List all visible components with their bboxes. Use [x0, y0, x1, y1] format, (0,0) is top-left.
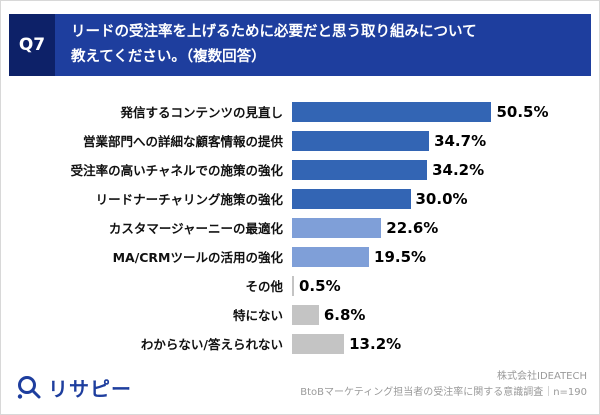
bar-track: 19.5%	[292, 246, 589, 267]
value-label: 34.7%	[434, 131, 487, 150]
magnifier-logo-icon	[17, 375, 41, 399]
category-label: リードナーチャリング施策の強化	[95, 192, 283, 207]
value-label: 6.8%	[323, 305, 366, 324]
question-title-line1: リードの受注率を上げるために必要だと思う取り組みについて	[71, 24, 477, 41]
value-label: 0.5%	[299, 276, 341, 295]
bar-row: 営業部門への詳細な顧客情報の提供 34.7%	[11, 126, 589, 155]
bar-rows: 発信するコンテンツの見直し 50.5% 営業部門への詳細な顧客情報の提供 34.7% 受…	[11, 97, 589, 358]
category-label: その他	[245, 279, 283, 294]
risapi-logo: リサピー	[15, 373, 132, 402]
bar-row: リードナーチャリング施策の強化 30.0%	[11, 184, 589, 213]
question-header: Q7 リードの受注率を上げるために必要だと思う取り組みについて 教えてください。…	[9, 14, 591, 76]
source-attribution: 株式会社IDEATECH BtoBマーケティング担当者の受注率に関する意識調査｜…	[300, 369, 587, 400]
bar	[292, 275, 294, 296]
bar	[292, 246, 370, 267]
bar	[292, 304, 319, 325]
bar-row: 特にない 6.8%	[11, 300, 589, 329]
bar	[292, 130, 430, 151]
bar-track: 34.2%	[292, 159, 589, 180]
question-title: リードの受注率を上げるために必要だと思う取り組みについて 教えてください。（複数…	[55, 14, 591, 76]
bar	[292, 188, 411, 209]
category-label: MA/CRMツールの活用の強化	[112, 250, 283, 265]
logo-text: リサピー	[48, 377, 132, 401]
category-label: 特にない	[232, 308, 283, 323]
category-label: 発信するコンテンツの見直し	[120, 105, 283, 120]
value-label: 13.2%	[349, 334, 402, 353]
category-label: わからない/答えられない	[140, 337, 283, 352]
bar-track: 30.0%	[292, 188, 589, 209]
bar-row: わからない/答えられない 13.2%	[11, 329, 589, 358]
value-label: 22.6%	[386, 218, 439, 237]
source-survey-info: BtoBマーケティング担当者の受注率に関する意識調査｜n=190	[300, 386, 587, 398]
bar	[292, 101, 492, 122]
bar	[292, 217, 382, 238]
question-number-badge: Q7	[9, 14, 55, 76]
source-company: 株式会社IDEATECH	[497, 371, 587, 382]
bar	[292, 159, 428, 180]
bar-row: 受注率の高いチャネルでの施策の強化 34.2%	[11, 155, 589, 184]
value-label: 19.5%	[374, 247, 427, 266]
question-title-line2: 教えてください。（複数回答）	[71, 49, 266, 65]
category-label: 受注率の高いチャネルでの施策の強化	[70, 163, 283, 178]
bar-row: その他 0.5%	[11, 271, 589, 300]
bar-track: 13.2%	[292, 333, 589, 354]
bar-track: 50.5%	[292, 101, 589, 122]
bar-track: 6.8%	[292, 304, 589, 325]
bar-chart: 発信するコンテンツの見直し 50.5% 営業部門への詳細な顧客情報の提供 34.7% 受…	[11, 97, 589, 358]
bar	[292, 333, 345, 354]
category-label: カスタマージャーニーの最適化	[108, 221, 283, 236]
bar-track: 34.7%	[292, 130, 589, 151]
value-label: 34.2%	[432, 160, 485, 179]
value-label: 50.5%	[496, 102, 549, 121]
bar-row: MA/CRMツールの活用の強化 19.5%	[11, 242, 589, 271]
bar-track: 0.5%	[292, 275, 589, 296]
category-label: 営業部門への詳細な顧客情報の提供	[82, 134, 283, 149]
bar-row: 発信するコンテンツの見直し 50.5%	[11, 97, 589, 126]
value-label: 30.0%	[415, 189, 468, 208]
bar-row: カスタマージャーニーの最適化 22.6%	[11, 213, 589, 242]
bar-track: 22.6%	[292, 217, 589, 238]
